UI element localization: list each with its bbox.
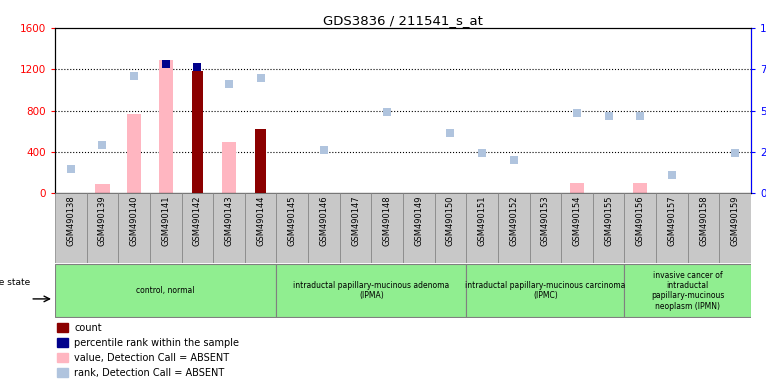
Text: rank, Detection Call = ABSENT: rank, Detection Call = ABSENT	[74, 367, 224, 377]
Bar	[55, 193, 87, 263]
Bar	[688, 193, 719, 263]
Bar	[570, 183, 584, 193]
FancyBboxPatch shape	[55, 264, 277, 317]
FancyBboxPatch shape	[277, 264, 466, 317]
Text: GSM490151: GSM490151	[477, 195, 486, 246]
Title: GDS3836 / 211541_s_at: GDS3836 / 211541_s_at	[323, 14, 483, 27]
Text: GSM490153: GSM490153	[541, 195, 550, 246]
Text: GSM490147: GSM490147	[351, 195, 360, 246]
Bar	[87, 193, 118, 263]
Bar	[403, 193, 434, 263]
Bar	[372, 193, 403, 263]
Bar	[633, 183, 647, 193]
Bar	[95, 184, 110, 193]
Bar	[308, 193, 340, 263]
Bar	[57, 338, 68, 348]
Bar	[127, 114, 141, 193]
Bar	[159, 60, 173, 193]
Text: intraductal papillary-mucinous carcinoma
(IPMC): intraductal papillary-mucinous carcinoma…	[465, 281, 626, 300]
Text: intraductal papillary-mucinous adenoma
(IPMA): intraductal papillary-mucinous adenoma (…	[293, 281, 450, 300]
Text: GSM490155: GSM490155	[604, 195, 613, 246]
Bar	[192, 71, 203, 193]
Text: GSM490150: GSM490150	[446, 195, 455, 246]
Bar	[57, 368, 68, 377]
Text: GSM490143: GSM490143	[224, 195, 234, 246]
Text: GSM490158: GSM490158	[699, 195, 708, 246]
Bar	[277, 193, 308, 263]
Bar	[340, 193, 372, 263]
Bar	[719, 193, 751, 263]
Text: GSM490145: GSM490145	[288, 195, 296, 246]
Text: GSM490157: GSM490157	[667, 195, 676, 246]
Text: GSM490146: GSM490146	[319, 195, 329, 246]
Text: GSM490144: GSM490144	[256, 195, 265, 246]
Text: percentile rank within the sample: percentile rank within the sample	[74, 338, 239, 348]
Text: disease state: disease state	[0, 278, 30, 287]
Text: GSM490140: GSM490140	[129, 195, 139, 246]
Bar	[182, 193, 213, 263]
Bar	[150, 193, 182, 263]
FancyBboxPatch shape	[466, 264, 624, 317]
Text: GSM490149: GSM490149	[414, 195, 424, 246]
Bar	[118, 193, 150, 263]
Bar	[656, 193, 688, 263]
Text: value, Detection Call = ABSENT: value, Detection Call = ABSENT	[74, 353, 229, 362]
Bar	[57, 353, 68, 362]
Bar	[255, 129, 266, 193]
Text: control, normal: control, normal	[136, 286, 195, 295]
Bar	[529, 193, 561, 263]
Text: GSM490139: GSM490139	[98, 195, 107, 246]
Bar	[222, 142, 236, 193]
Bar	[57, 323, 68, 333]
Bar	[245, 193, 277, 263]
FancyBboxPatch shape	[624, 264, 751, 317]
Bar	[624, 193, 656, 263]
Bar	[213, 193, 245, 263]
Text: GSM490156: GSM490156	[636, 195, 645, 246]
Bar	[561, 193, 593, 263]
Text: GSM490141: GSM490141	[161, 195, 170, 246]
Text: GSM490148: GSM490148	[383, 195, 391, 246]
Text: GSM490138: GSM490138	[67, 195, 75, 246]
Text: GSM490154: GSM490154	[572, 195, 581, 246]
Text: GSM490152: GSM490152	[509, 195, 519, 246]
Bar	[593, 193, 624, 263]
Text: count: count	[74, 323, 102, 333]
Bar	[498, 193, 529, 263]
Bar	[434, 193, 466, 263]
Text: GSM490159: GSM490159	[731, 195, 740, 246]
Text: GSM490142: GSM490142	[193, 195, 202, 246]
Text: invasive cancer of
intraductal
papillary-mucinous
neoplasm (IPMN): invasive cancer of intraductal papillary…	[651, 271, 725, 311]
Bar	[466, 193, 498, 263]
